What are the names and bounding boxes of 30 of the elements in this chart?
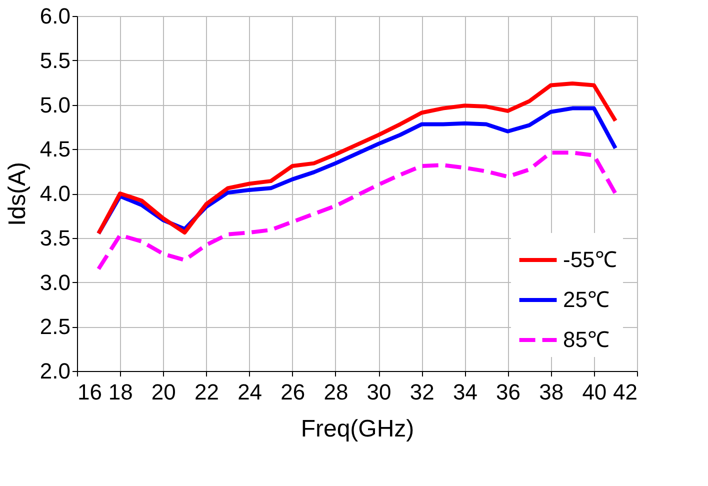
x-tick-label: 20 [151, 380, 176, 404]
y-tick-label: 2.5 [40, 314, 70, 340]
x-tick-label: 28 [324, 380, 348, 404]
y-tick-label: 5.5 [40, 48, 70, 73]
x-tick-label: 22 [194, 380, 219, 404]
x-tick-label: 34 [452, 380, 478, 404]
line-series [96, 150, 618, 271]
y-tick-label: 3.0 [40, 270, 70, 295]
x-tick-label: 18 [108, 380, 133, 404]
x-tick-label: 32 [410, 380, 434, 404]
x-tick-label: 42 [613, 380, 638, 404]
x-tick-label: 38 [539, 380, 564, 404]
y-tick-label: 4.0 [40, 181, 70, 206]
legend-label: 25℃ [563, 287, 610, 312]
y-tick-label: 6.0 [40, 4, 70, 28]
x-tick-label: 40 [582, 380, 607, 404]
line-series [96, 81, 618, 236]
y-axis-title: Ids(A) [4, 162, 31, 226]
y-tick-label: 3.5 [40, 225, 70, 250]
x-tick-label: 26 [280, 380, 306, 404]
legend-label: 85℃ [563, 327, 610, 352]
y-tick-label: 4.5 [40, 136, 70, 162]
x-axis-title: Freq(GHz) [300, 416, 414, 442]
x-tick-label: 24 [238, 380, 262, 404]
x-tick-label: 16 [78, 380, 102, 404]
x-tick-label: 36 [496, 380, 521, 404]
y-tick-label: 2.0 [40, 358, 70, 384]
x-tick-label: 30 [366, 380, 392, 404]
legend-label: -55℃ [563, 247, 617, 272]
y-tick-label: 5.0 [40, 92, 70, 118]
